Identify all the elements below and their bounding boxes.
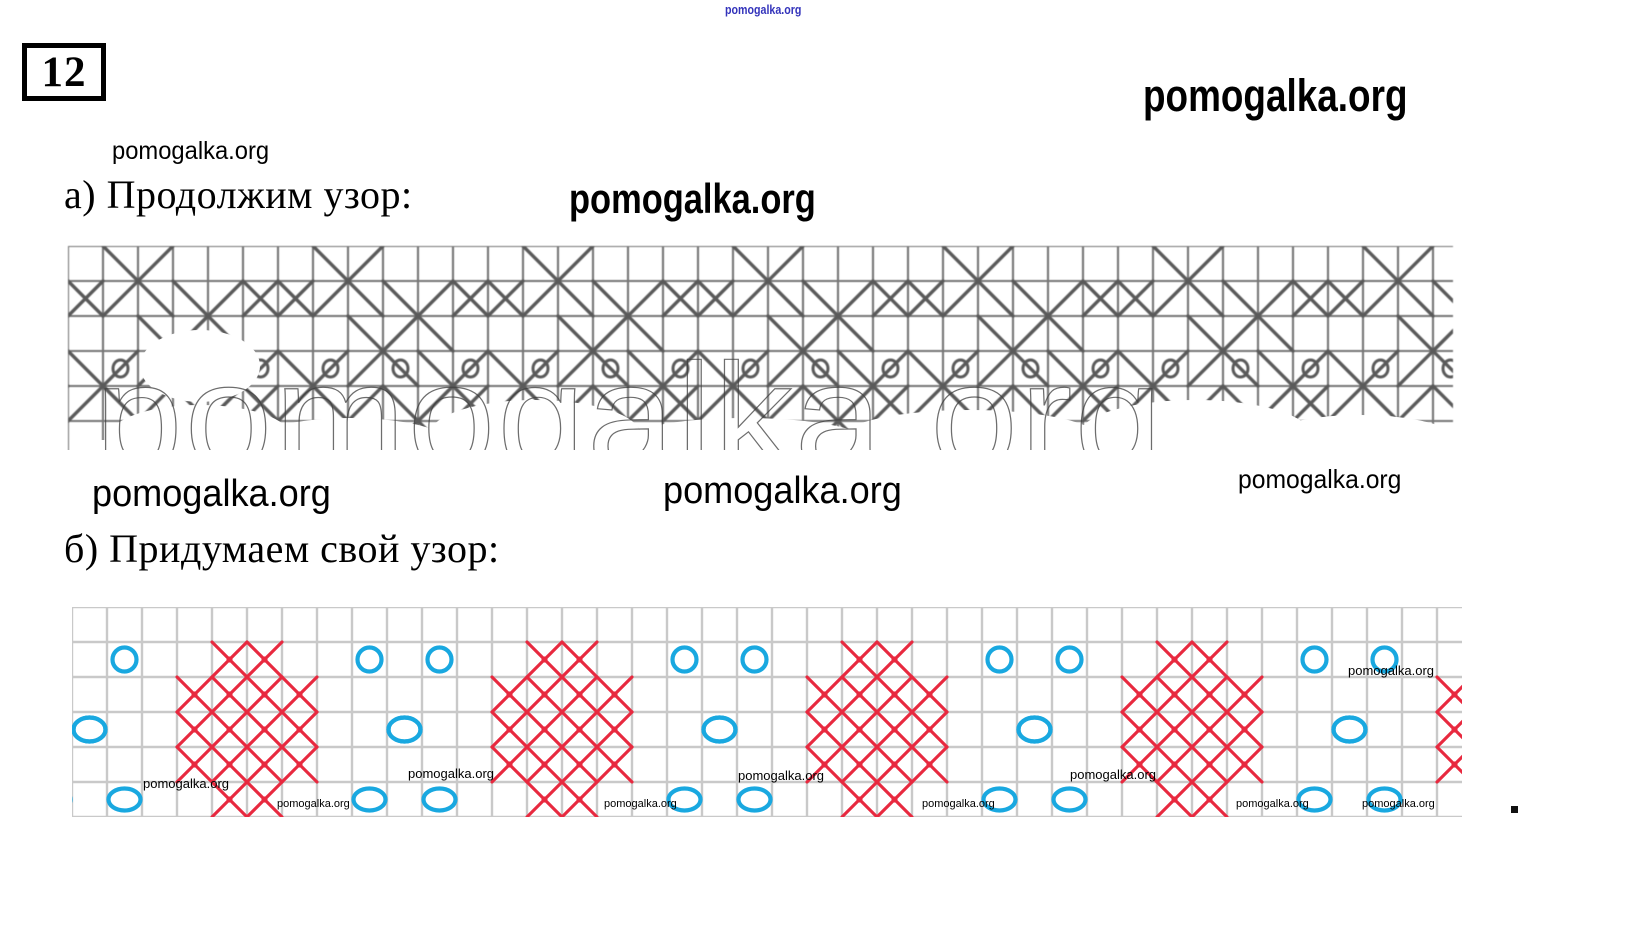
scan-wash-blob-1	[140, 330, 260, 402]
watermark-micro: pomogalka.org	[1236, 798, 1309, 810]
watermark-mid-center: pomogalka.org	[663, 470, 902, 512]
watermark-inline-part-a: pomogalka.org	[569, 175, 816, 222]
exercise-number: 12	[41, 48, 87, 96]
watermark-micro: pomogalka.org	[604, 798, 677, 810]
watermark-tiny: pomogalka.org	[1070, 767, 1156, 782]
watermark-tiny: pomogalka.org	[143, 776, 229, 791]
ghost-wash-blob	[60, 450, 1460, 510]
watermark-tiny: pomogalka.org	[408, 766, 494, 781]
watermark-mid-left: pomogalka.org	[92, 473, 331, 515]
watermark-tiny: pomogalka.org	[1348, 663, 1434, 678]
heading-part-a: а) Продолжим узор:	[64, 172, 413, 217]
watermark-micro: pomogalka.org	[922, 798, 995, 810]
watermark-top-right: pomogalka.org	[1143, 70, 1408, 121]
heading-part-b: б) Придумаем свой узор:	[64, 526, 500, 571]
watermark-mid-right: pomogalka.org	[1238, 464, 1402, 494]
watermark-micro: pomogalka.org	[277, 798, 350, 810]
exercise-number-box: 12	[22, 43, 106, 101]
pattern-b-svg	[72, 607, 1462, 817]
watermark-tiny: pomogalka.org	[738, 768, 824, 783]
watermark-above-part-a: pomogalka.org	[112, 137, 270, 165]
trailing-dot	[1511, 806, 1518, 813]
watermark-top-blue: pomogalka.org	[725, 2, 802, 17]
watermark-micro: pomogalka.org	[1362, 798, 1435, 810]
pattern-b-drawing	[72, 607, 1462, 817]
